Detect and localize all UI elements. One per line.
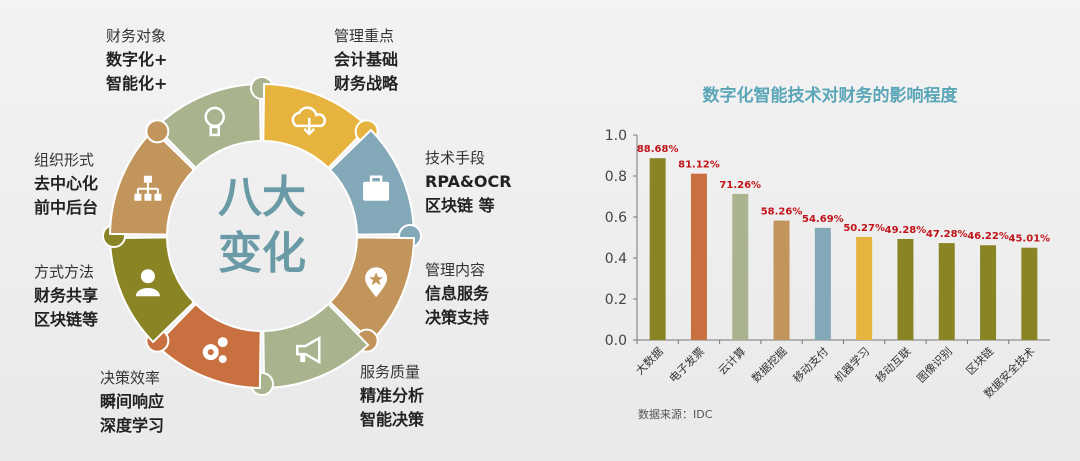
change-heading: 组织形式	[34, 151, 95, 169]
change-detail: 数字化+	[106, 50, 168, 69]
category-label: 区块链	[963, 344, 996, 377]
bar-data-label: 49.28%	[885, 225, 927, 236]
bar-data-label: 50.27%	[843, 223, 885, 234]
category-label: 数据挖掘	[749, 344, 790, 385]
change-heading: 方式方法	[34, 263, 95, 281]
category-label: 图像识别	[915, 345, 955, 385]
change-label: 技术手段 RPA&OCR 区块链 等	[425, 146, 512, 218]
change-label: 组织形式去中心化前中后台	[34, 148, 98, 220]
change-detail: 决策支持	[425, 308, 490, 327]
change-detail: 信息服务	[425, 284, 490, 303]
org-chart-icon	[134, 175, 162, 201]
change-detail: 智能化+	[106, 74, 168, 93]
change-detail: 智能决策	[360, 410, 425, 429]
change-label: 管理重点会计基础财务战略	[334, 24, 398, 96]
change-label: 方式方法财务共享区块链等	[34, 260, 98, 332]
bar-data-label: 45.01%	[1009, 234, 1051, 245]
change-detail: 深度学习	[100, 416, 165, 435]
change-heading: 服务质量	[360, 363, 421, 381]
category-label: 移动支付	[791, 345, 831, 385]
briefcase-icon	[363, 175, 390, 201]
change-detail: 区块链 等	[425, 196, 495, 215]
bar	[814, 227, 831, 340]
y-tick-label: 0.6	[605, 210, 627, 226]
bar-data-label: 46.22%	[967, 231, 1009, 242]
wheel-center-line1: 八大	[218, 172, 306, 223]
bar	[649, 158, 666, 340]
change-heading: 管理内容	[425, 261, 486, 279]
category-label: 电子发票	[666, 344, 707, 385]
cloud-download-icon	[291, 106, 327, 136]
bar	[938, 243, 955, 340]
change-detail: 瞬间响应	[100, 392, 165, 411]
bar	[856, 236, 873, 340]
change-heading: 决策效率	[100, 369, 161, 387]
change-detail: 财务战略	[334, 74, 399, 93]
change-detail: 区块链等	[34, 310, 99, 329]
change-heading: 财务对象	[106, 27, 167, 45]
bar-data-label: 71.26%	[719, 180, 761, 191]
chart-title: 数字化智能技术对财务的影响程度	[703, 85, 959, 106]
change-detail: 去中心化	[34, 174, 99, 193]
bar-data-label: 47.28%	[926, 229, 968, 240]
megaphone-icon	[296, 335, 321, 365]
y-tick-label: 0.8	[605, 169, 627, 185]
change-detail: 前中后台	[34, 198, 99, 217]
y-tick-label: 1.0	[605, 128, 627, 144]
category-label: 云计算	[715, 344, 748, 377]
change-heading: 技术手段	[425, 149, 486, 167]
bar	[980, 245, 997, 340]
puzzle-knob	[145, 119, 170, 144]
category-label: 大数据	[633, 344, 666, 377]
category-label: 移动互联	[873, 345, 913, 385]
data-source: 数据来源：IDC	[638, 407, 713, 421]
bar-data-label: 54.69%	[802, 214, 844, 225]
change-label: 财务对象数字化+ 智能化+	[106, 24, 167, 96]
y-tick-label: 0.0	[605, 333, 627, 349]
user-icon	[135, 269, 160, 297]
bar-data-label: 58.26%	[761, 207, 803, 218]
lightbulb-icon	[204, 106, 225, 137]
change-detail: 会计基础	[334, 50, 399, 69]
change-detail: 财务共享	[34, 286, 99, 305]
bar	[897, 238, 914, 340]
bar	[690, 173, 707, 340]
y-tick-label: 0.2	[605, 292, 627, 308]
change-detail: 精准分析	[360, 386, 425, 405]
y-tick-label: 0.4	[605, 251, 627, 267]
bar	[732, 193, 749, 340]
gears-icon	[202, 337, 228, 364]
bar-data-label: 81.12%	[678, 160, 720, 171]
map-pin-star-icon	[365, 267, 388, 298]
bar	[773, 220, 790, 340]
bar-data-label: 88.68%	[637, 144, 679, 155]
change-label: 服务质量精准分析智能决策	[360, 360, 424, 432]
wheel-center-line2: 变化	[218, 228, 306, 279]
bar	[1021, 247, 1038, 340]
change-heading: 管理重点	[334, 27, 395, 45]
category-label: 机器学习	[831, 344, 872, 385]
change-detail: RPA&OCR	[425, 172, 512, 191]
change-label: 管理内容信息服务决策支持	[425, 258, 489, 330]
change-label: 决策效率瞬间响应深度学习	[100, 366, 164, 438]
